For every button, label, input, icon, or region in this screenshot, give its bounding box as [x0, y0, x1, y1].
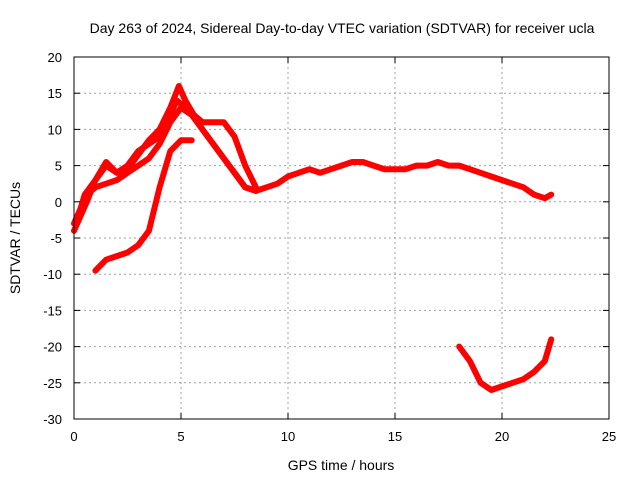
- series-line-trace-1: [71, 104, 555, 227]
- x-axis-label: GPS time / hours: [288, 457, 395, 473]
- y-tick-label: 15: [48, 86, 62, 101]
- y-ticks: 20 15 10 5 0 -5 -10 -15 -20 -25 -30: [43, 50, 609, 427]
- series-group: [71, 83, 555, 393]
- x-tick-label: 5: [177, 429, 184, 444]
- y-tick-label: 5: [55, 159, 62, 174]
- x-tick-label: 0: [70, 429, 77, 444]
- series-line-trace-4: [92, 137, 195, 274]
- x-tick-label: 25: [602, 429, 616, 444]
- y-tick-label: -5: [50, 231, 62, 246]
- y-tick-label: -10: [43, 267, 62, 282]
- y-axis-label: SDTVAR / TECUs: [7, 182, 23, 294]
- y-tick-label: -15: [43, 303, 62, 318]
- x-ticks: 0 5 10 15 20 25: [70, 57, 616, 444]
- series-line-trace-5: [456, 336, 555, 393]
- y-tick-label: -30: [43, 412, 62, 427]
- x-tick-label: 20: [495, 429, 509, 444]
- x-tick-label: 10: [281, 429, 295, 444]
- y-tick-label: -25: [43, 376, 62, 391]
- x-tick-label: 15: [388, 429, 402, 444]
- y-tick-label: 0: [55, 195, 62, 210]
- y-tick-label: 20: [48, 50, 62, 65]
- y-tick-label: 10: [48, 122, 62, 137]
- y-tick-label: -20: [43, 340, 62, 355]
- series-line-trace-3: [75, 83, 259, 220]
- chart-title: Day 263 of 2024, Sidereal Day-to-day VTE…: [90, 20, 595, 36]
- grid: [74, 57, 609, 419]
